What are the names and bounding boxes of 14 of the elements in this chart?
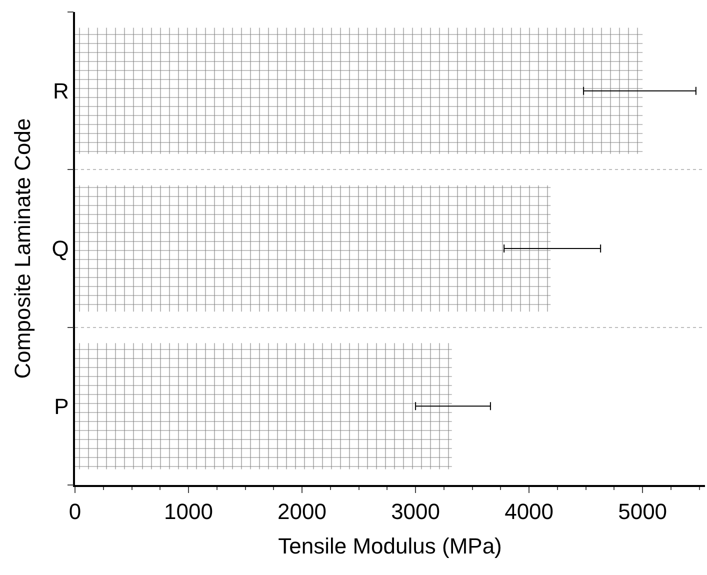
y-tick-label: R (52, 78, 69, 104)
x-tick-label: 3000 (391, 499, 440, 524)
x-tick-label: 4000 (504, 499, 554, 524)
x-tick-label: 0 (68, 499, 82, 524)
x-tick-label: 5000 (618, 499, 668, 524)
bar (75, 28, 643, 154)
y-axis-title: Composite Laminate Code (10, 118, 36, 379)
bar (75, 185, 551, 312)
x-tick-label: 1000 (164, 499, 213, 524)
y-tick-label: Q (52, 236, 69, 262)
y-tick-label: P (54, 394, 69, 419)
x-axis-title: Tensile Modulus (MPa) (278, 534, 502, 559)
x-tick-label: 2000 (278, 499, 327, 524)
bar (75, 343, 452, 470)
